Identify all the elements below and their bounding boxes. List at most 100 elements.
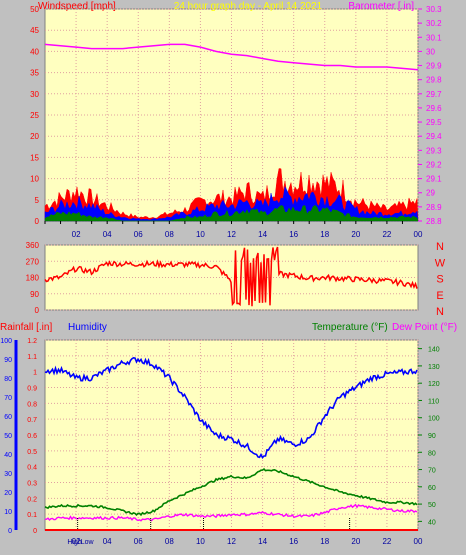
windspeed-axis-label: Windspeed [mph] bbox=[38, 1, 116, 12]
temp-x-tick: 20 bbox=[351, 537, 360, 546]
temp-x-tick: 14 bbox=[258, 537, 267, 546]
barometer-y-tick: 30.2 bbox=[426, 19, 442, 28]
rain-y-tick: 1.2 bbox=[27, 338, 37, 345]
direction-y-tick: 270 bbox=[26, 257, 40, 266]
low-marker-label: Low bbox=[81, 539, 95, 546]
dewpoint-series bbox=[44, 503, 418, 522]
wind-x-tick: 14 bbox=[258, 230, 267, 239]
rainfall-axis-label: Rainfall [.in] bbox=[0, 322, 52, 333]
wind-x-tick: 18 bbox=[320, 230, 329, 239]
rain-y-tick: 0.5 bbox=[27, 449, 37, 456]
humidity-y-tick: 90 bbox=[4, 357, 12, 364]
humidity-y-tick: 30 bbox=[4, 471, 12, 478]
temp-y-tick: 50 bbox=[428, 502, 436, 509]
temp-x-tick: 00 bbox=[414, 537, 423, 546]
barometer-y-tick: 29.1 bbox=[426, 175, 442, 184]
wind-y-tick: 35 bbox=[30, 69, 39, 78]
barometer-y-tick: 29.6 bbox=[426, 104, 442, 113]
barometer-y-tick: 28.8 bbox=[426, 217, 442, 226]
temp-y-tick: 70 bbox=[428, 468, 436, 475]
rain-y-tick: 0.2 bbox=[27, 496, 37, 503]
temp-y-tick: 80 bbox=[428, 450, 436, 457]
rain-y-tick: 1 bbox=[33, 370, 37, 377]
temp-y-tick: 140 bbox=[428, 347, 440, 354]
dewpoint-axis-label: Dew Point (°F) bbox=[392, 322, 457, 333]
barometer-y-tick: 29 bbox=[426, 189, 435, 198]
temp-x-tick: 18 bbox=[320, 537, 329, 546]
wind-x-tick: 22 bbox=[382, 230, 391, 239]
wind-y-tick: 5 bbox=[35, 196, 40, 205]
humidity-y-tick: 100 bbox=[0, 338, 12, 345]
barometer-y-tick: 29.7 bbox=[426, 90, 442, 99]
temp-x-tick: 10 bbox=[196, 537, 205, 546]
wind-y-tick: 40 bbox=[30, 47, 39, 56]
direction-series bbox=[44, 246, 418, 307]
temp-x-tick: 16 bbox=[289, 537, 298, 546]
temp-x-tick: 22 bbox=[382, 537, 391, 546]
rain-y-tick: 0.3 bbox=[27, 481, 37, 488]
humidity-y-tick: 10 bbox=[4, 509, 12, 516]
temp-y-tick: 40 bbox=[428, 519, 436, 526]
temp-y-tick: 130 bbox=[428, 364, 440, 371]
chart-title: 24 hour graph day - April 14 2021 bbox=[174, 1, 323, 12]
humidity-series bbox=[44, 357, 418, 459]
temp-y-tick: 110 bbox=[428, 398, 439, 405]
barometer-y-tick: 30 bbox=[426, 47, 435, 56]
compass-label-n: N bbox=[436, 241, 444, 253]
barometer-y-tick: 29.5 bbox=[426, 118, 442, 127]
compass-label-s: S bbox=[436, 274, 443, 286]
wind-y-tick: 50 bbox=[30, 5, 39, 14]
high-marker-label: High bbox=[67, 539, 82, 546]
temp-y-tick: 100 bbox=[428, 416, 440, 423]
humidity-y-tick: 40 bbox=[4, 452, 12, 459]
compass-label-w: W bbox=[435, 257, 446, 269]
temperature-series bbox=[44, 468, 418, 517]
barometer-y-tick: 29.2 bbox=[426, 160, 442, 169]
compass-label-n: N bbox=[436, 306, 444, 318]
wind-x-tick: 04 bbox=[103, 230, 112, 239]
wind-x-tick: 06 bbox=[134, 230, 143, 239]
barometer-y-tick: 29.4 bbox=[426, 132, 442, 141]
wind-x-tick: 02 bbox=[72, 230, 81, 239]
wind-y-tick: 45 bbox=[30, 26, 39, 35]
temp-y-tick: 90 bbox=[428, 433, 436, 440]
barometer-y-tick: 28.9 bbox=[426, 203, 442, 212]
temp-x-tick: 08 bbox=[165, 537, 174, 546]
humidity-axis-label: Humidity bbox=[68, 322, 107, 333]
rain-y-tick: 0 bbox=[33, 528, 37, 535]
wind-y-tick: 30 bbox=[30, 90, 39, 99]
humidity-y-tick: 20 bbox=[4, 490, 12, 497]
wind-x-tick: 12 bbox=[227, 230, 236, 239]
wind-x-tick: 10 bbox=[196, 230, 205, 239]
barometer-axis-label: Barometer [.in] bbox=[348, 1, 414, 12]
temp-x-tick: 02 bbox=[72, 537, 81, 546]
rain-y-tick: 0.1 bbox=[27, 512, 37, 519]
wind-x-tick: 20 bbox=[351, 230, 360, 239]
compass-label-e: E bbox=[436, 290, 443, 302]
windspeed-avg-series bbox=[44, 204, 419, 222]
temp-x-tick: 04 bbox=[103, 537, 112, 546]
rain-y-tick: 0.9 bbox=[27, 386, 37, 393]
barometer-y-tick: 30.3 bbox=[426, 5, 442, 14]
barometer-y-tick: 30.1 bbox=[426, 33, 442, 42]
temp-x-tick: 06 bbox=[134, 537, 143, 546]
wind-y-tick: 20 bbox=[30, 132, 39, 141]
rain-y-tick: 0.6 bbox=[27, 433, 37, 440]
wind-x-tick: 08 bbox=[165, 230, 174, 239]
temp-y-tick: 60 bbox=[428, 485, 436, 492]
direction-y-tick: 90 bbox=[30, 290, 39, 299]
rain-y-tick: 0.4 bbox=[27, 465, 37, 472]
wind-x-tick: 16 bbox=[289, 230, 298, 239]
rain-y-tick: 0.7 bbox=[27, 417, 37, 424]
temp-y-tick: 120 bbox=[428, 381, 440, 388]
wind-y-tick: 15 bbox=[30, 153, 39, 162]
wind-y-tick: 25 bbox=[30, 111, 39, 120]
direction-y-tick: 360 bbox=[26, 241, 40, 250]
direction-y-tick: 0 bbox=[35, 306, 40, 315]
wind-y-tick: 10 bbox=[30, 175, 39, 184]
temperature-axis-label: Temperature (°F) bbox=[312, 322, 388, 333]
rain-y-tick: 0.8 bbox=[27, 401, 37, 408]
humidity-y-tick: 70 bbox=[4, 395, 12, 402]
